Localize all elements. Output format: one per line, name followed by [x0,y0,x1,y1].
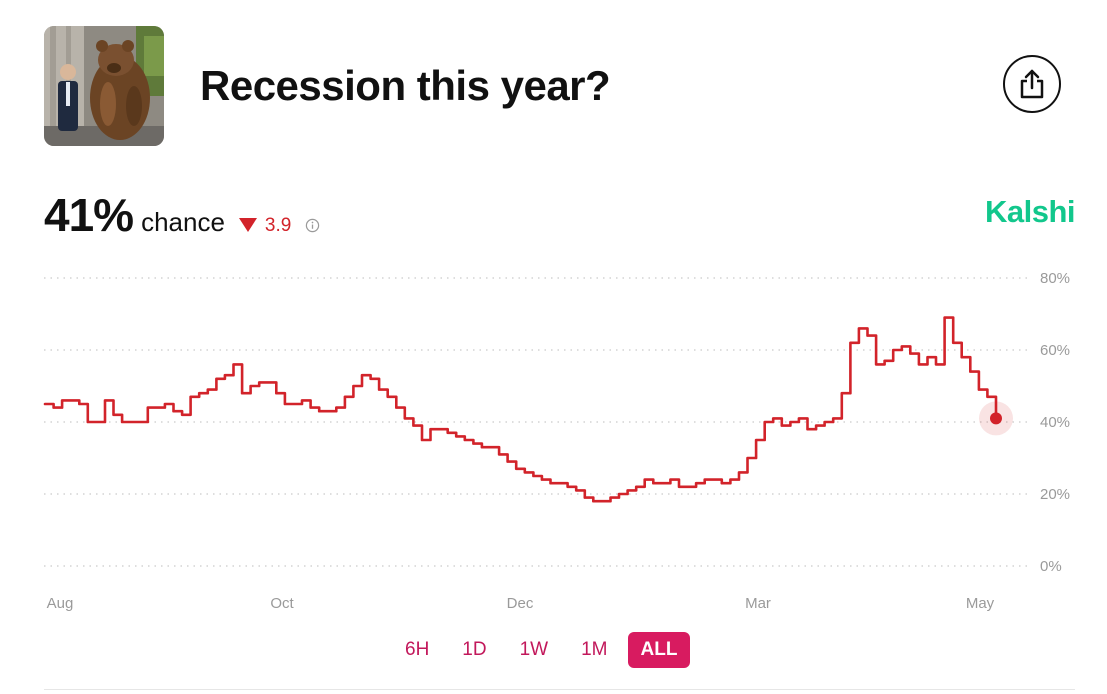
x-tick-label: Dec [507,595,534,612]
page-title: Recession this year? [200,62,611,109]
y-tick-label: 80% [1040,270,1070,287]
market-thumbnail [44,26,164,146]
probability-chart: 80% 60% 40% 20% 0% Aug Oct Dec Mar May [43,270,1070,612]
y-tick-label: 60% [1040,342,1070,359]
x-tick-label: Aug [47,595,74,612]
down-triangle-icon [238,218,257,232]
x-tick-label: May [966,595,995,612]
x-axis-labels: Aug Oct Dec Mar May [47,595,995,612]
y-axis-labels: 80% 60% 40% 20% 0% [1040,270,1070,575]
y-tick-label: 20% [1040,486,1070,503]
bear-statue-photo [44,26,164,146]
current-value-marker [990,412,1002,425]
probability-value: 41% [44,189,134,241]
share-icon [1020,69,1044,99]
divider [44,689,1075,690]
share-button[interactable] [1003,55,1061,113]
x-tick-label: Mar [745,595,771,612]
range-6h-button[interactable]: 6H [392,632,442,668]
range-all-button[interactable]: ALL [627,632,691,668]
series-line [43,316,998,503]
info-icon[interactable] [305,218,320,238]
range-1w-button[interactable]: 1W [507,632,562,668]
chart-grid [44,277,1030,567]
range-1d-button[interactable]: 1D [449,632,499,668]
chance-label: chance [141,207,225,237]
y-tick-label: 40% [1040,414,1070,431]
change-indicator: 3.9 [238,215,292,237]
y-tick-label: 0% [1040,558,1062,575]
probability-summary: 41% chance 3.9 [44,188,320,242]
brand-logo: Kalshi [984,194,1076,229]
change-value: 3.9 [264,215,292,236]
x-tick-label: Oct [270,595,294,612]
range-1m-button[interactable]: 1M [568,632,620,668]
time-range-selector: 6H 1D 1W 1M ALL [392,632,697,668]
